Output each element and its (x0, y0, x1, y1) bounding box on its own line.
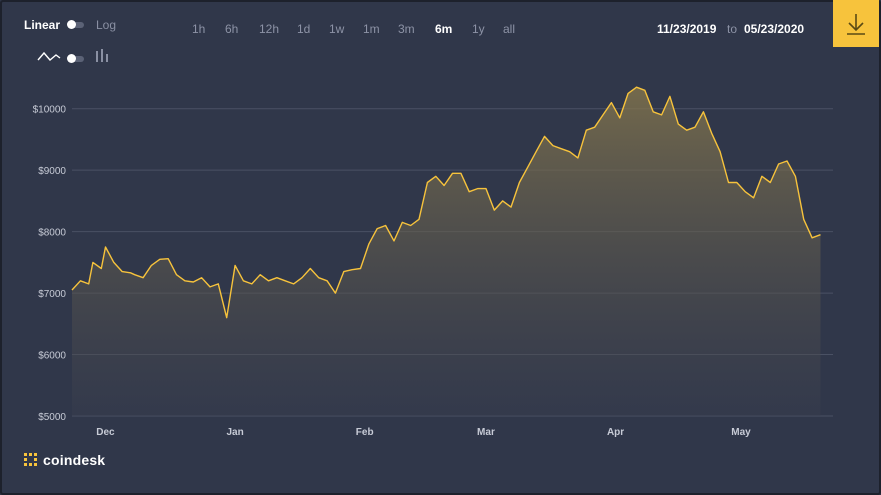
download-button[interactable] (833, 0, 879, 47)
range-1h[interactable]: 1h (192, 22, 206, 36)
scale-toggle-knob (67, 20, 76, 29)
download-icon (847, 14, 865, 35)
date-from-field[interactable]: 11/23/2019 (657, 22, 717, 36)
y-tick-label: $8000 (38, 228, 66, 239)
range-12h[interactable]: 12h (259, 22, 280, 36)
brand-name: coindesk (43, 452, 106, 468)
range-1y[interactable]: 1y (472, 22, 485, 36)
x-tick-label: May (731, 427, 751, 438)
x-tick-label: Mar (477, 427, 495, 438)
bar-chart-icon[interactable] (95, 48, 111, 66)
date-to-field[interactable]: 05/23/2020 (744, 22, 805, 36)
range-6m[interactable]: 6m (435, 22, 453, 36)
range-3m[interactable]: 3m (398, 22, 415, 36)
chart-toolbar: Linear Log 1h 6h 12h 1d 1w 1m 3m 6m 1y a… (0, 0, 881, 50)
y-tick-label: $10000 (33, 105, 67, 116)
coindesk-logo-icon (24, 453, 37, 466)
range-1m[interactable]: 1m (363, 22, 380, 36)
scale-toggle[interactable] (67, 20, 84, 29)
date-to-separator: to (727, 22, 738, 36)
y-tick-label: $9000 (38, 166, 66, 177)
y-tick-label: $7000 (38, 289, 66, 300)
range-1d[interactable]: 1d (297, 22, 311, 36)
chart-style-toggle[interactable] (67, 54, 84, 63)
line-chart-icon[interactable] (36, 48, 62, 66)
x-tick-label: Feb (356, 427, 374, 438)
x-tick-label: Dec (96, 427, 115, 438)
y-tick-label: $6000 (38, 351, 66, 362)
range-6h[interactable]: 6h (225, 22, 239, 36)
x-tick-label: Apr (607, 427, 624, 438)
x-tick-label: Jan (226, 427, 243, 438)
price-line (71, 86, 821, 319)
range-all[interactable]: all (503, 22, 516, 36)
price-area (72, 87, 821, 416)
range-1w[interactable]: 1w (329, 22, 345, 36)
y-tick-label: $5000 (38, 412, 66, 423)
chart-style-toggle-knob (67, 54, 76, 63)
scale-log-label[interactable]: Log (96, 18, 117, 32)
scale-linear-label[interactable]: Linear (24, 18, 61, 32)
